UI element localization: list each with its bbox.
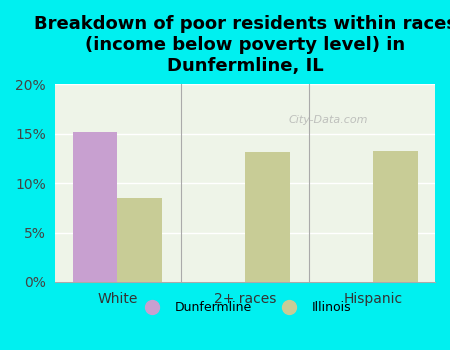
Bar <box>245 152 290 282</box>
Text: City-Data.com: City-Data.com <box>289 115 369 125</box>
Bar <box>117 198 162 282</box>
Bar <box>373 150 418 282</box>
Title: Breakdown of poor residents within races
(income below poverty level) in
Dunferm: Breakdown of poor residents within races… <box>34 15 450 75</box>
Bar <box>73 132 117 282</box>
Legend: Dunfermline, Illinois: Dunfermline, Illinois <box>134 296 356 319</box>
